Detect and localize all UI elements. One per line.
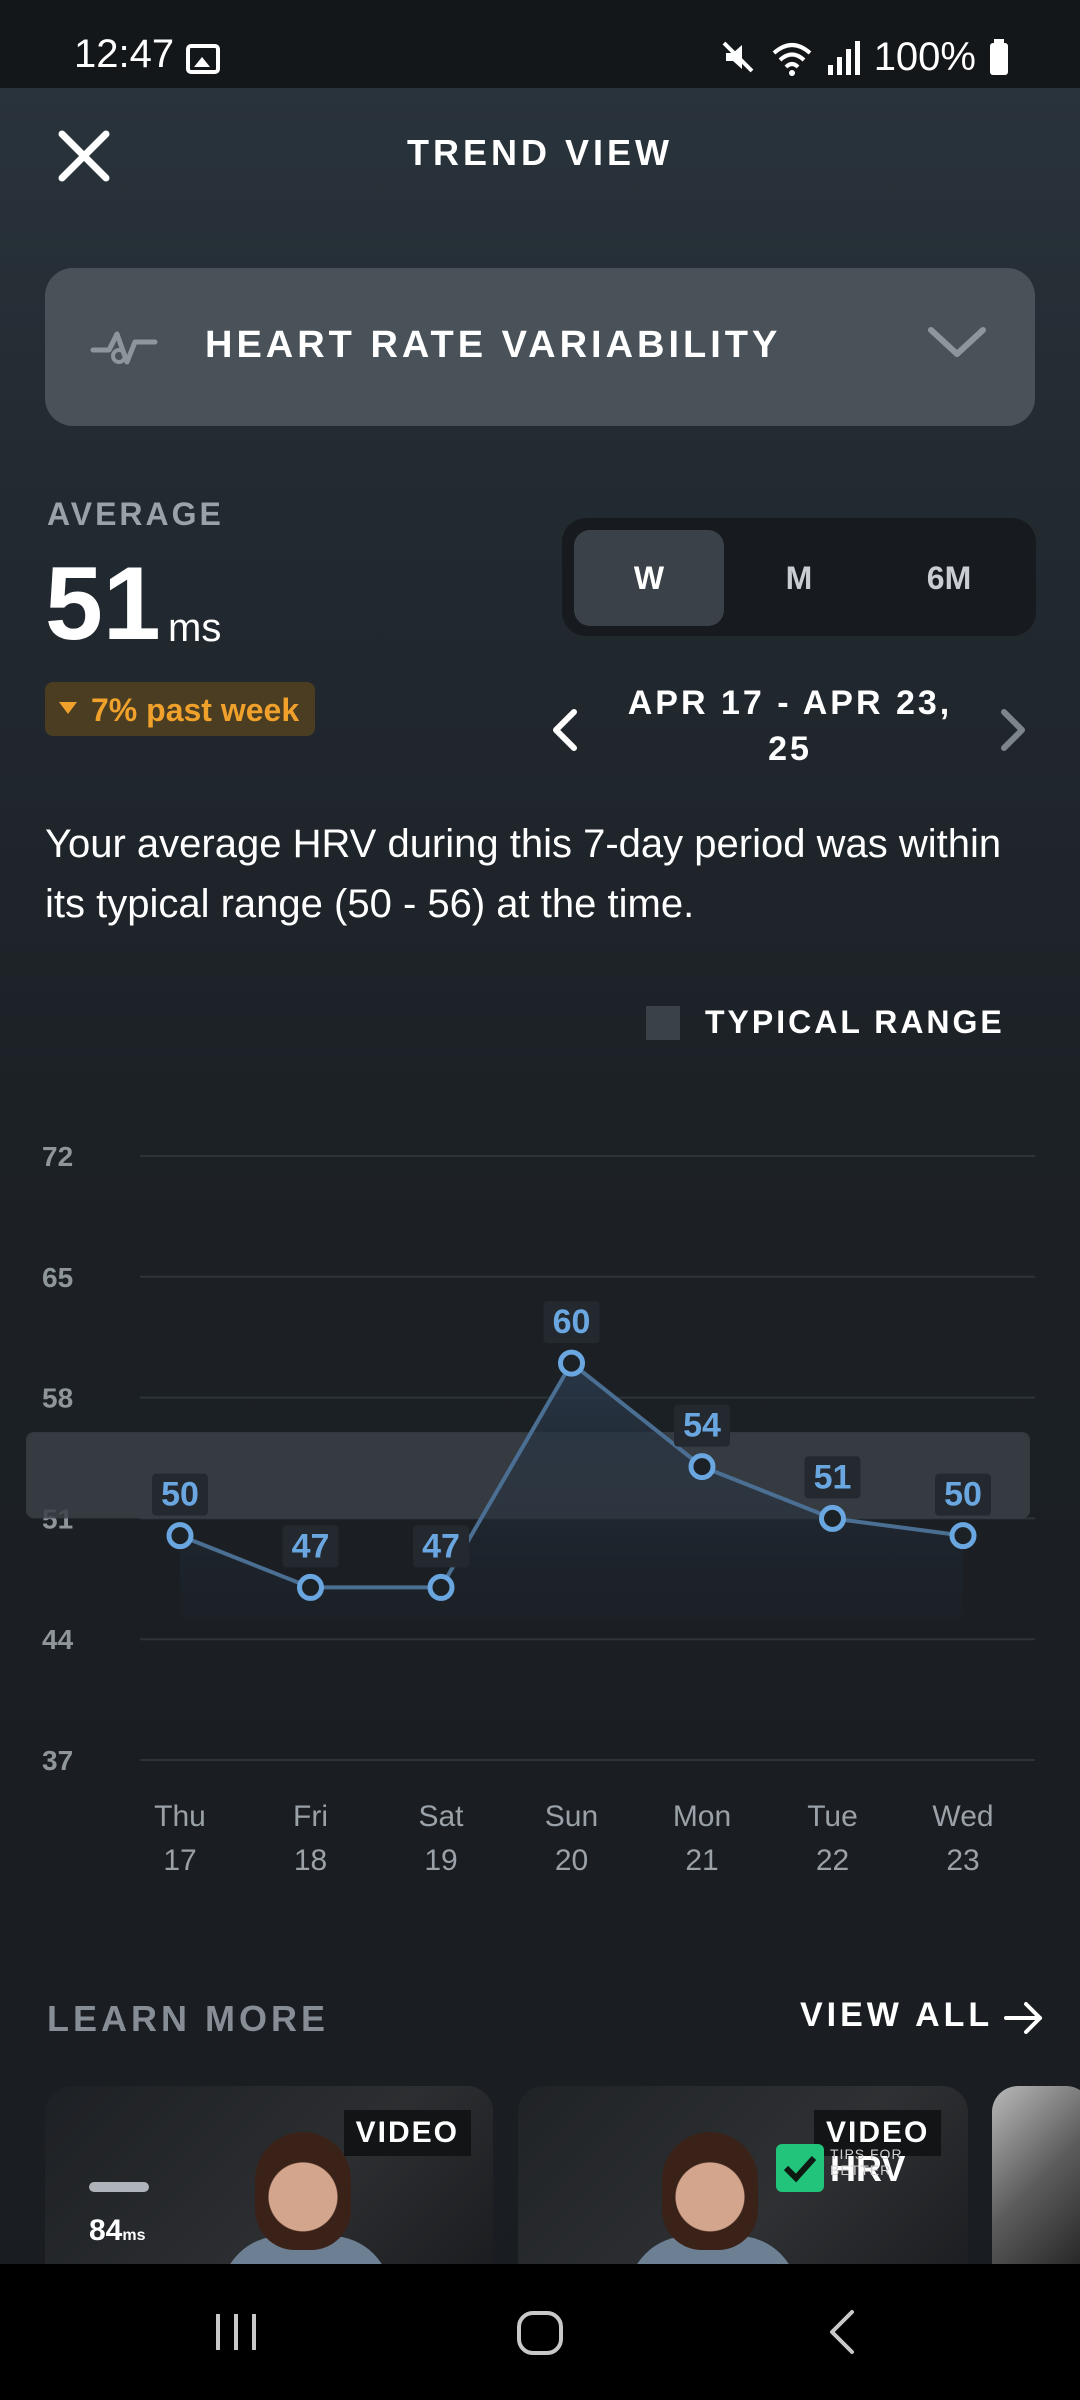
close-icon[interactable] [54,126,114,186]
video-card-2[interactable]: VIDEO HRV TIPS FOR BETTER [518,2086,968,2266]
chevron-right-icon[interactable] [996,708,1030,752]
data-point[interactable] [297,1573,324,1601]
x-tick-date: 17 [163,1844,196,1877]
data-label-bg [152,1473,208,1516]
hrv-area [180,1363,963,1620]
data-point[interactable] [949,1522,977,1550]
summary-text: Your average HRV during this 7-day perio… [45,822,1002,926]
data-label: 47 [292,1527,330,1565]
battery-percent: 100% [873,34,976,79]
x-tick-day: Mon [673,1800,731,1833]
data-label: 51 [814,1458,852,1496]
average-label: AVERAGE [47,496,224,532]
date-range-line1: APR 17 - APR 23, [627,684,953,722]
date-range-line2: 25 [768,730,812,768]
battery-icon [990,39,1008,75]
data-point[interactable] [166,1522,194,1550]
recents-icon[interactable] [212,2304,260,2360]
data-point[interactable] [819,1504,846,1532]
data-point[interactable] [688,1453,716,1481]
average-value: 51 [45,546,161,662]
down-arrow-icon [59,702,77,714]
legend-swatch [646,1006,680,1040]
signal-icon [827,41,860,75]
x-tick-day: Thu [154,1800,206,1833]
data-label-bg [413,1525,469,1568]
period-option-week[interactable]: W [574,530,724,626]
legend-label: TYPICAL RANGE [705,1004,1005,1040]
gallery-icon [186,44,220,74]
video-tag: VIDEO [814,2110,942,2156]
y-tick-label: 65 [42,1262,73,1293]
x-tick-day: Wed [932,1800,993,1833]
card-stat: 84ms [89,2214,146,2247]
y-tick-label: 37 [42,1745,73,1776]
presenter-face [662,2132,758,2250]
metric-label: HEART RATE VARIABILITY [205,324,782,366]
card-overlay-small: TIPS FOR BETTER [830,2146,903,2178]
status-icons: 100% [718,32,1010,82]
x-tick-day: Sun [545,1800,598,1833]
x-tick-day: Sat [418,1800,464,1833]
wifi-icon [772,43,812,76]
video-card-1[interactable]: 84ms VIDEO [45,2086,493,2266]
metric-dropdown[interactable]: HEART RATE VARIABILITY [45,268,1035,426]
x-tick-day: Fri [293,1800,328,1833]
arrow-right-icon[interactable] [1002,1998,1046,2038]
mute-icon [722,41,754,73]
data-label-bg [674,1404,730,1447]
hrv-pulse-icon [90,331,158,365]
card-overlay-title: HRV [830,2148,906,2189]
period-option-month[interactable]: M [785,560,813,596]
data-label-bg [804,1456,861,1499]
checkmark-icon [776,2144,824,2192]
x-tick-date: 22 [816,1844,849,1877]
data-label: 50 [161,1476,199,1514]
x-tick-day: Tue [807,1800,858,1833]
page-title: TREND VIEW [406,132,673,173]
back-icon[interactable] [822,2304,862,2360]
chevron-left-icon[interactable] [548,708,582,752]
learn-more-label: LEARN MORE [47,1998,329,2039]
chevron-down-icon [928,327,986,357]
data-label: 60 [553,1303,591,1341]
y-tick-label: 44 [42,1624,74,1655]
status-bar: 12:47 100% [0,0,1080,88]
x-tick-date: 19 [424,1844,457,1877]
y-tick-label: 72 [42,1141,73,1172]
y-tick-label: 58 [42,1383,73,1414]
data-point[interactable] [427,1573,455,1601]
data-label-bg [543,1301,600,1344]
data-point[interactable] [558,1349,585,1377]
x-tick-date: 21 [685,1844,718,1877]
change-badge: 7% past week [45,682,315,736]
presenter-face [255,2132,351,2250]
period-toggle: W M 6M [562,518,1036,636]
average-unit: ms [168,606,222,650]
data-label: 50 [944,1476,982,1514]
x-tick-date: 23 [946,1844,979,1877]
system-nav-bar [0,2264,1080,2400]
card-mini-bar [89,2182,149,2192]
video-tag: VIDEO [343,2110,471,2156]
data-label-bg [282,1525,339,1568]
video-card-3[interactable] [992,2086,1080,2266]
data-label: 47 [422,1527,460,1565]
status-time: 12:47 [74,32,175,76]
data-label: 54 [683,1407,721,1445]
data-label-bg [935,1473,991,1516]
x-tick-date: 20 [555,1844,588,1877]
view-all-link[interactable]: VIEW ALL [800,1996,994,2034]
change-text: 7% past week [91,692,300,728]
home-icon[interactable] [514,2304,566,2360]
date-range: APR 17 - APR 23, 25 [600,680,980,772]
x-tick-date: 18 [294,1844,327,1877]
period-option-6-month[interactable]: 6M [926,560,972,596]
